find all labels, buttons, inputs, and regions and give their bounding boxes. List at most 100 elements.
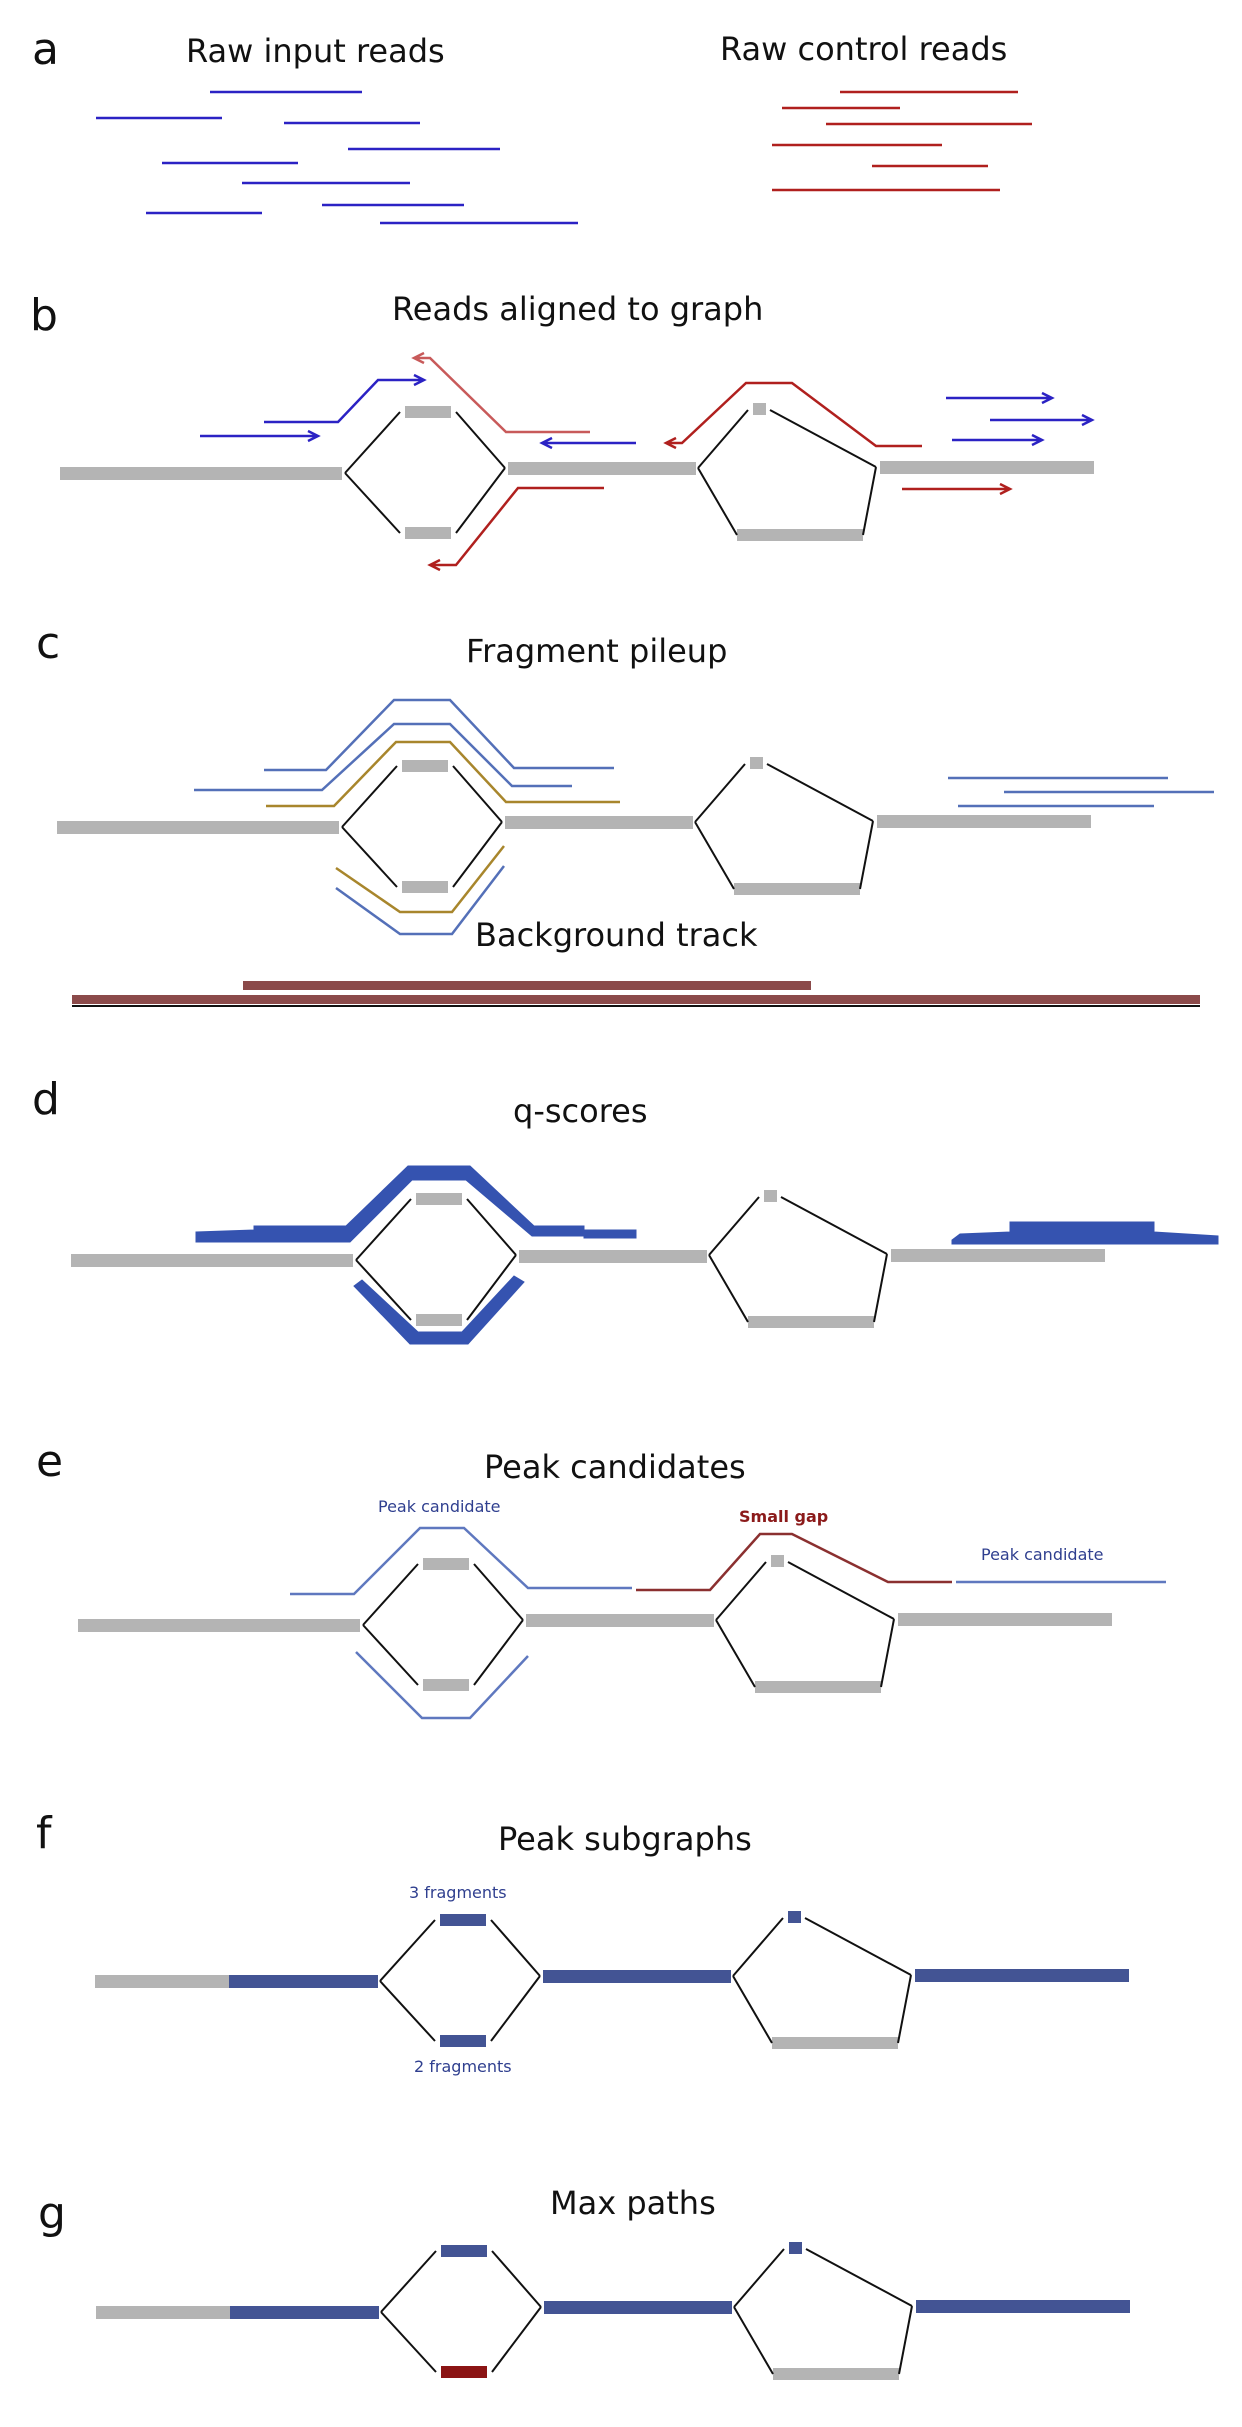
graph-node [71,1254,353,1267]
graph-node [405,406,451,418]
arrow-read-input [264,373,427,424]
excluded-node [441,2366,487,2378]
pileup-fragment [266,740,620,808]
q-score-shape [195,1165,585,1243]
graph-node [402,881,448,893]
graph-node [416,1193,462,1205]
arrow-read-input [946,391,1055,405]
graph-node [764,1190,777,1202]
graph-edge [697,409,877,536]
arrow-read-control [663,381,922,450]
panel-g-title: Max paths [550,2184,716,2222]
panel-b-letter: b [30,290,58,341]
graph-node [405,527,451,539]
panel-f-letter: f [36,1808,53,1859]
panel-d: d q-scores [32,1074,1219,1345]
background-track [72,981,1200,1007]
peak-candidate-paths [290,1526,1166,1720]
graph-node [78,1619,360,1632]
graph-node [505,816,693,829]
graph-node [772,2037,898,2049]
aligned-control-reads [411,351,1013,572]
q-score-shape [583,1229,637,1239]
graph-node [737,529,863,541]
graph-edge [694,763,874,890]
panel-g-letter: g [38,2188,66,2239]
graph-node [748,1316,874,1328]
graph-edge [715,1561,895,1688]
panel-b: b Reads aligned to graph [30,290,1095,572]
control-reads [772,90,1032,192]
panel-f: f Peak subgraphs 3 fragments 2 fragments [36,1808,1129,2076]
background-segment [243,981,811,990]
arrow-read-input [952,433,1045,447]
graph-edge [733,2248,913,2375]
subgraph-node [440,1914,486,1926]
graph-b [60,403,1094,541]
arrow-read-control [411,351,590,434]
graph-node [95,1975,229,1988]
panel-c: c Fragment pileup Background track [36,618,1214,1007]
graph-node [526,1614,714,1627]
arrow-read-input [990,413,1095,427]
panel-a-letter: a [32,24,59,75]
graph-edge [380,2250,542,2373]
panel-e-title: Peak candidates [484,1448,746,1486]
arrow-read-control [902,482,1013,496]
fragment-count-top: 3 fragments [409,1883,507,1902]
graph-edge [341,765,503,888]
panel-a-input-title: Raw input reads [186,32,445,70]
panel-e: e Peak candidates Peak candidate Small g… [36,1436,1166,1720]
max-path-node [544,2301,732,2314]
background-segment [72,995,1200,1004]
max-path-node [789,2242,802,2254]
graph-edge [708,1196,888,1323]
panel-e-letter: e [36,1436,63,1487]
arrow-read-control [427,486,604,572]
graph-node [734,883,860,895]
panel-c-title: Fragment pileup [466,632,727,670]
small-gap-label: Small gap [739,1507,828,1526]
fragment-pileup [194,698,1214,936]
graph-e [78,1555,1112,1693]
graph-node [519,1250,707,1263]
peak-candidate-path [290,1526,632,1596]
max-path-node [441,2245,487,2257]
panel-d-title: q-scores [513,1092,648,1130]
subgraph-node [915,1969,1129,1982]
graph-edge [355,1198,517,1321]
graph-node [750,757,763,769]
graph-node [57,821,339,834]
arrow-read-input [200,429,321,443]
max-path-node [916,2300,1130,2313]
pileup-fragment [194,722,572,792]
graph-node [423,1679,469,1691]
peak-candidate-label-left: Peak candidate [378,1497,501,1516]
q-score-shape [353,1275,525,1345]
arrow-read-input [539,436,636,450]
panel-c-letter: c [36,618,60,669]
peak-candidate-path [355,1651,529,1720]
panel-b-title: Reads aligned to graph [392,290,763,328]
graph-g [96,2242,1130,2380]
graph-c [57,757,1091,895]
pileup-fragment [335,845,505,914]
graph-node [755,1681,881,1693]
graph-node [898,1613,1112,1626]
graph-node [891,1249,1105,1262]
q-score-tracks [195,1165,1219,1345]
graph-node [773,2368,899,2380]
pileup-fragment [335,865,505,936]
graph-node [416,1314,462,1326]
input-reads [96,90,578,225]
graph-d [71,1190,1105,1328]
graph-node [771,1555,784,1567]
panel-g: g Max paths [38,2184,1130,2380]
graph-node [96,2306,230,2319]
graph-node [60,467,342,480]
background-track-title: Background track [475,916,758,954]
graph-node [753,403,766,415]
graph-edge [344,411,506,534]
graph-node [880,461,1094,474]
